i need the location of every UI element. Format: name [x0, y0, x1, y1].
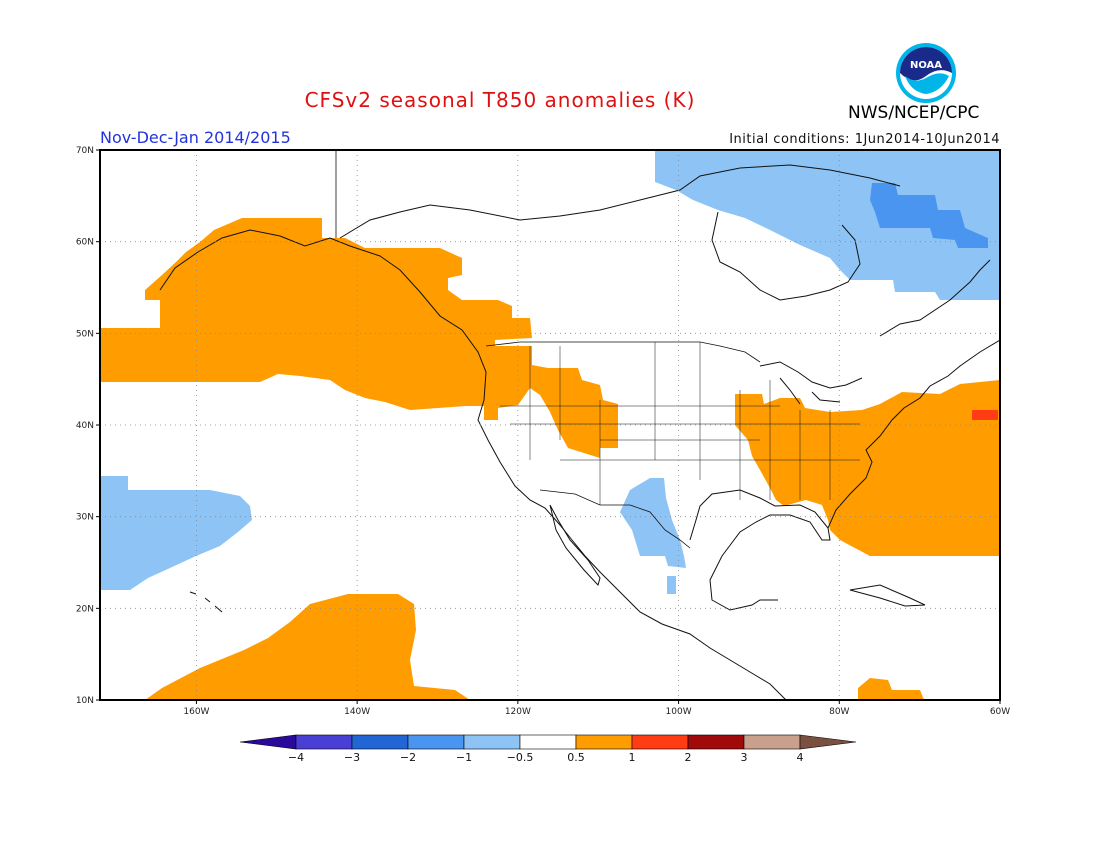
agency-label: NWS/NCEP/CPC: [848, 103, 980, 123]
warm-anomaly-alaska: [100, 218, 618, 458]
lon-tick-label: 120W: [505, 707, 531, 717]
graticule: [100, 149, 1001, 701]
us-canada-border: [335, 150, 761, 363]
lon-tick-label: 60W: [990, 707, 1010, 717]
lat-tick-label: 70N: [76, 146, 94, 156]
colorbar-label: −0.5: [507, 751, 534, 764]
season-label: Nov-Dec-Jan 2014/2015: [100, 128, 291, 147]
lon-tick-label: 160W: [183, 707, 209, 717]
colorbar-swatch: [519, 734, 577, 750]
anomaly-shading: [100, 150, 1000, 700]
colorbar-swatch: [463, 734, 521, 750]
coast-hudson: [711, 211, 861, 301]
initial-conditions-label: Initial conditions: 1Jun2014-10Jun2014: [729, 132, 1000, 147]
map-frame: [99, 149, 1001, 701]
lat-tick-label: 40N: [76, 421, 94, 431]
warm-anomaly-tropical-pacific: [145, 594, 470, 700]
borders: [335, 150, 860, 549]
colorbar-label: −1: [456, 751, 472, 764]
lat-tick-label: 30N: [76, 513, 94, 523]
colorbar: −4 −3 −2 −1 −0.5 0.5 1 2 3 4: [239, 734, 857, 764]
lat-tick-label: 60N: [76, 238, 94, 248]
cool-anomaly-canada: [655, 150, 1000, 300]
colorbar-label: 4: [797, 751, 804, 764]
cool-strong-canada: [870, 183, 988, 248]
hawaii: [189, 591, 223, 613]
warm-anomaly-caribbean: [858, 678, 924, 700]
coast-gulf: [689, 489, 831, 611]
lat-tick-label: 50N: [76, 329, 94, 339]
colorbar-label: 3: [741, 751, 748, 764]
warm-strong-atlantic: [972, 410, 998, 420]
colorbar-label: −2: [400, 751, 416, 764]
us-mexico-border: [539, 489, 691, 549]
noaa-logo-icon: NOAA: [896, 43, 956, 103]
colorbar-label: −3: [344, 751, 360, 764]
colorbar-swatch: [351, 734, 409, 750]
lon-tick-label: 140W: [344, 707, 370, 717]
cool-anomaly-mexico: [620, 478, 686, 568]
state-lines: [500, 342, 860, 505]
latitude-ticks: 70N 60N 50N 40N 30N 20N 10N: [76, 146, 100, 706]
lon-tick-label: 100W: [666, 707, 692, 717]
cool-anomaly-pacific: [100, 476, 252, 590]
lat-tick-label: 20N: [76, 604, 94, 614]
colorbar-label: −4: [288, 751, 304, 764]
lon-tick-label: 80W: [829, 707, 849, 717]
colorbar-arrow-low: [239, 734, 297, 750]
colorbar-swatch: [575, 734, 633, 750]
colorbar-label: 0.5: [567, 751, 585, 764]
logo-text: NOAA: [910, 60, 942, 71]
lat-tick-label: 10N: [76, 696, 94, 706]
coast-arctic: [339, 164, 901, 239]
coast-east: [827, 339, 1000, 529]
colorbar-label: 2: [685, 751, 692, 764]
coast-baja: [549, 504, 601, 586]
coastlines: [159, 164, 1000, 700]
colorbar-swatch: [631, 734, 689, 750]
colorbar-swatch: [407, 734, 465, 750]
coast-labrador: [879, 259, 991, 337]
colorbar-swatch: [743, 734, 801, 750]
coast-alaska: [159, 229, 787, 700]
warm-anomaly-east-us: [735, 380, 1000, 556]
cool-anomaly-mexico-bit: [667, 576, 676, 594]
cuba: [849, 584, 926, 607]
great-lakes: [759, 361, 863, 405]
map-title: CFSv2 seasonal T850 anomalies (K): [304, 88, 696, 112]
longitude-ticks: 160W 140W 120W 100W 80W 60W: [183, 700, 1010, 717]
colorbar-label: 1: [629, 751, 636, 764]
colorbar-arrow-high: [799, 734, 857, 750]
colorbar-swatch: [687, 734, 745, 750]
colorbar-swatch: [295, 734, 353, 750]
